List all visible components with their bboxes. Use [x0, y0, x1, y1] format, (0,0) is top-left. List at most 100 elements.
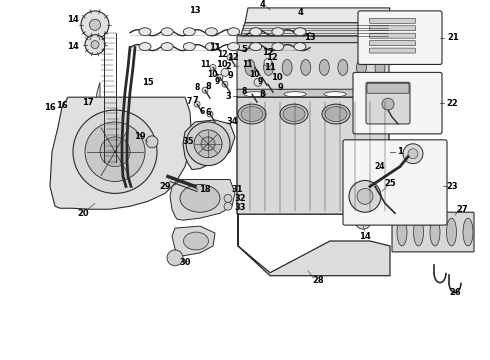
Text: 11: 11: [209, 43, 221, 52]
Ellipse shape: [183, 42, 196, 50]
Text: 1: 1: [397, 147, 403, 156]
Text: 10: 10: [271, 73, 283, 82]
Circle shape: [222, 81, 228, 87]
Text: 23: 23: [446, 182, 458, 191]
Ellipse shape: [180, 184, 220, 212]
Ellipse shape: [430, 218, 440, 246]
Circle shape: [81, 11, 109, 39]
Circle shape: [207, 111, 213, 117]
Circle shape: [224, 194, 232, 202]
Circle shape: [224, 202, 232, 210]
Text: 9: 9: [257, 77, 263, 86]
FancyBboxPatch shape: [343, 140, 447, 225]
Circle shape: [403, 144, 423, 164]
Text: 13: 13: [189, 6, 201, 15]
Text: 12: 12: [262, 48, 274, 57]
Text: 34: 34: [226, 117, 238, 126]
Polygon shape: [240, 23, 390, 38]
Text: 9: 9: [277, 83, 283, 92]
Text: 9: 9: [215, 77, 220, 86]
Ellipse shape: [446, 218, 457, 246]
Ellipse shape: [319, 59, 329, 75]
Text: 8: 8: [205, 82, 211, 91]
Text: 12: 12: [217, 50, 227, 59]
FancyBboxPatch shape: [369, 33, 416, 38]
Text: 10: 10: [207, 70, 217, 79]
Text: 18: 18: [199, 185, 211, 194]
Text: 10: 10: [249, 70, 259, 79]
Ellipse shape: [414, 218, 423, 246]
Ellipse shape: [227, 42, 240, 50]
Text: 14: 14: [359, 231, 371, 240]
Circle shape: [217, 75, 223, 80]
Text: 10: 10: [216, 60, 228, 69]
Ellipse shape: [205, 28, 218, 36]
Circle shape: [202, 87, 208, 93]
Ellipse shape: [375, 59, 385, 75]
Text: 8: 8: [195, 83, 200, 92]
Text: 5: 5: [241, 45, 247, 54]
Circle shape: [194, 101, 200, 107]
FancyBboxPatch shape: [237, 36, 389, 44]
Polygon shape: [172, 226, 215, 256]
Ellipse shape: [241, 107, 263, 121]
Ellipse shape: [294, 28, 306, 36]
Text: 11: 11: [264, 63, 276, 72]
Ellipse shape: [183, 28, 196, 36]
Ellipse shape: [463, 218, 473, 246]
Polygon shape: [62, 105, 68, 122]
Text: 12: 12: [227, 53, 239, 62]
Circle shape: [221, 68, 229, 76]
Circle shape: [349, 180, 381, 212]
Ellipse shape: [283, 107, 305, 121]
Ellipse shape: [272, 28, 284, 36]
Circle shape: [146, 136, 158, 148]
FancyBboxPatch shape: [369, 41, 416, 46]
Ellipse shape: [227, 28, 240, 36]
Circle shape: [73, 110, 157, 193]
FancyBboxPatch shape: [237, 42, 389, 91]
Ellipse shape: [397, 218, 407, 246]
Circle shape: [167, 250, 183, 266]
Text: 17: 17: [82, 98, 94, 107]
Ellipse shape: [245, 59, 255, 75]
Text: 4: 4: [259, 0, 265, 9]
FancyBboxPatch shape: [369, 26, 416, 31]
Ellipse shape: [250, 28, 262, 36]
Circle shape: [357, 188, 373, 204]
Text: 19: 19: [134, 132, 146, 141]
Text: 6: 6: [205, 108, 211, 117]
Text: 2: 2: [225, 62, 231, 71]
Polygon shape: [95, 82, 100, 132]
Ellipse shape: [238, 104, 266, 124]
Text: 33: 33: [234, 203, 246, 212]
Circle shape: [382, 98, 394, 110]
Circle shape: [264, 58, 272, 67]
FancyBboxPatch shape: [366, 82, 410, 124]
Text: 31: 31: [231, 185, 243, 194]
Text: 26: 26: [449, 288, 461, 297]
FancyBboxPatch shape: [358, 11, 442, 64]
Circle shape: [249, 91, 255, 97]
Ellipse shape: [264, 59, 273, 75]
FancyBboxPatch shape: [353, 72, 442, 134]
Ellipse shape: [294, 42, 306, 50]
FancyBboxPatch shape: [237, 89, 389, 98]
Circle shape: [85, 122, 145, 181]
Circle shape: [265, 81, 271, 87]
Ellipse shape: [139, 28, 151, 36]
Text: 4: 4: [297, 8, 303, 17]
Ellipse shape: [282, 59, 292, 75]
Ellipse shape: [161, 28, 173, 36]
Text: 21: 21: [447, 33, 459, 42]
Ellipse shape: [139, 42, 151, 50]
Ellipse shape: [250, 42, 262, 50]
Circle shape: [408, 149, 418, 159]
Text: 12: 12: [266, 53, 278, 62]
Text: 30: 30: [179, 258, 191, 267]
Circle shape: [227, 54, 233, 60]
Circle shape: [201, 137, 215, 151]
Text: 9: 9: [227, 71, 233, 80]
Text: 25: 25: [384, 179, 396, 188]
Ellipse shape: [244, 92, 266, 97]
